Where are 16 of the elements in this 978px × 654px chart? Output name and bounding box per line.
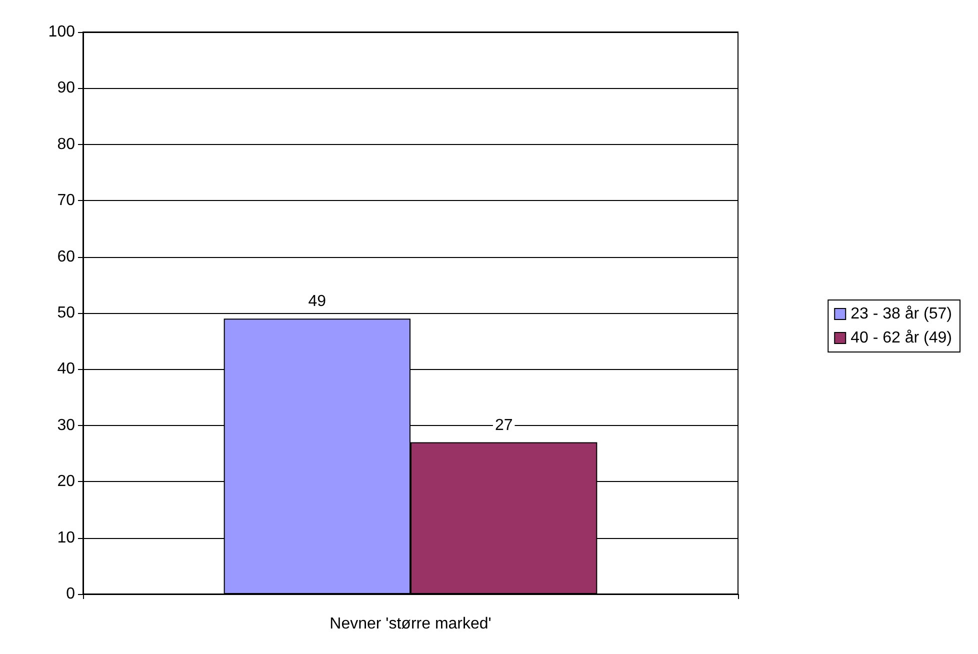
data-label: 27: [494, 416, 513, 434]
y-tick-label: 70: [57, 192, 76, 210]
y-tick-label: 20: [57, 473, 76, 490]
y-tick-label: 90: [57, 80, 76, 97]
y-tick-label: 40: [57, 360, 76, 378]
y-tick-label: 60: [57, 248, 76, 266]
legend-label: 40 - 62 år (49): [850, 330, 952, 346]
y-tick-label: 10: [57, 529, 76, 546]
x-tick-label: Nevner 'større marked': [330, 616, 492, 632]
y-tick-label: 0: [66, 586, 76, 602]
y-tick-label: 50: [57, 304, 76, 322]
y-tick-label: 100: [48, 24, 76, 40]
legend-label: 23 - 38 år (57): [850, 306, 952, 322]
y-tick-label: 80: [57, 136, 76, 153]
data-label: 49: [308, 293, 326, 310]
y-tick-label: 30: [57, 416, 76, 434]
